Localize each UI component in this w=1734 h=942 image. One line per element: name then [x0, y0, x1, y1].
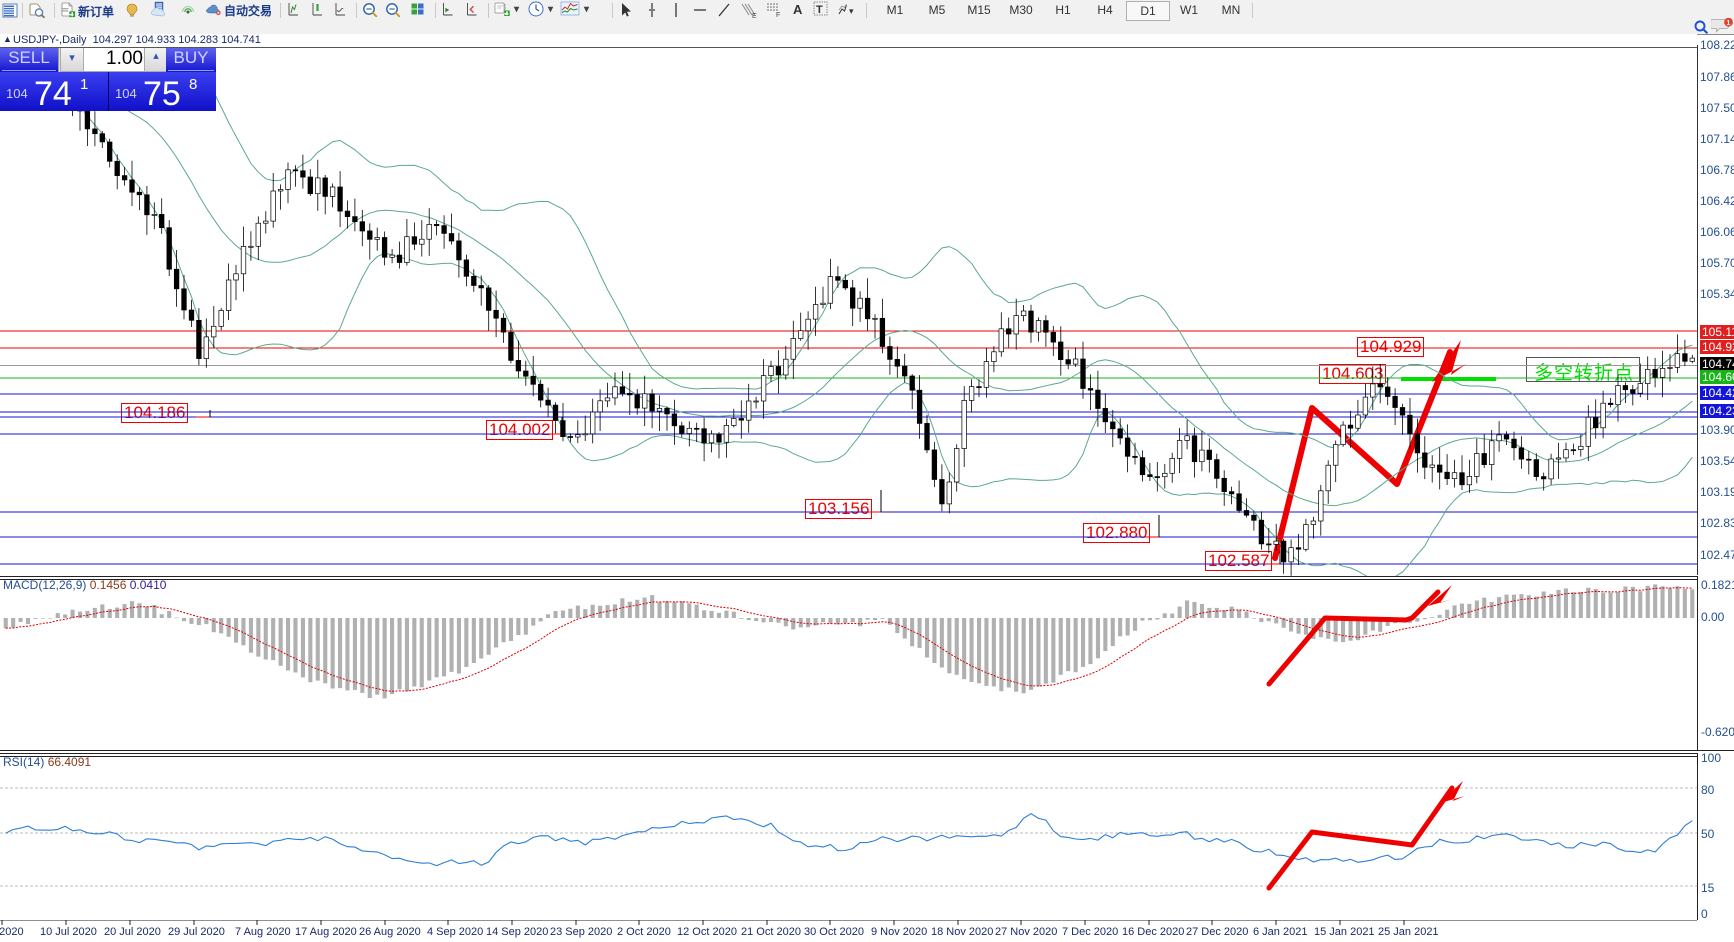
- svg-text:1: 1: [1726, 18, 1730, 27]
- svg-text:▾: ▾: [849, 6, 854, 16]
- svg-text:A: A: [793, 2, 803, 17]
- svg-text:T: T: [816, 4, 823, 16]
- svg-text:E: E: [752, 13, 757, 18]
- svg-text:F: F: [776, 12, 780, 18]
